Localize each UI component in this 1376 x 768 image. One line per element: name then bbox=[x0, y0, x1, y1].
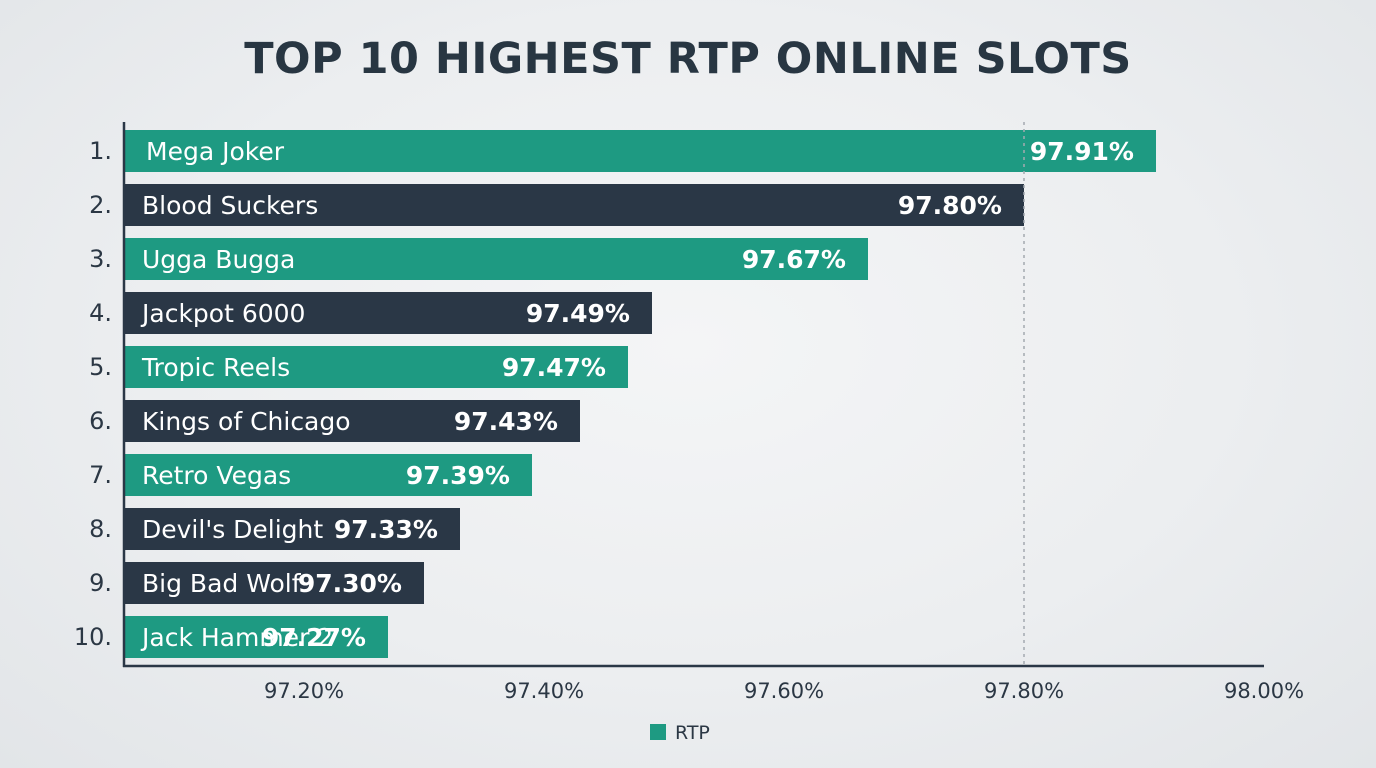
bar-category-label: Kings of Chicago bbox=[142, 407, 351, 436]
rank-label: 4. bbox=[89, 299, 112, 327]
bar-category-label: Mega Joker bbox=[146, 137, 285, 166]
bar-category-label: Big Bad Wolf bbox=[142, 569, 302, 598]
bar bbox=[125, 346, 628, 388]
bars-layer: 1. Mega Joker 97.91% 2. Blood Suckers 97.80% 3… bbox=[74, 130, 1156, 658]
x-tick-label: 97.80% bbox=[984, 679, 1064, 703]
legend-swatch bbox=[650, 724, 666, 740]
rank-label: 10. bbox=[74, 623, 112, 651]
bar bbox=[125, 130, 1156, 172]
bar bbox=[125, 184, 1024, 226]
rank-label: 7. bbox=[89, 461, 112, 489]
axis-layer: 97.20% 97.40% 97.60% 97.80% 98.00% bbox=[122, 122, 1304, 703]
bar-category-label: Tropic Reels bbox=[141, 353, 290, 382]
bar-value-label: 97.49% bbox=[526, 299, 630, 328]
bar-value-label: 97.33% bbox=[334, 515, 438, 544]
bar bbox=[125, 400, 580, 442]
bar-category-label: Ugga Bugga bbox=[142, 245, 295, 274]
bar-category-label: Jack Hammer 2 bbox=[140, 623, 333, 652]
rank-label: 2. bbox=[89, 191, 112, 219]
x-tick-label: 97.20% bbox=[264, 679, 344, 703]
bar bbox=[125, 616, 388, 658]
bar bbox=[125, 454, 532, 496]
bar-category-label: Blood Suckers bbox=[142, 191, 318, 220]
bar bbox=[125, 238, 868, 280]
bar-category-label: Devil's Delight bbox=[142, 515, 323, 544]
rank-label: 6. bbox=[89, 407, 112, 435]
bar bbox=[125, 292, 652, 334]
x-tick-label: 97.40% bbox=[504, 679, 584, 703]
bar-value-label: 97.30% bbox=[298, 569, 402, 598]
chart-title: TOP 10 HIGHEST RTP ONLINE SLOTS bbox=[244, 34, 1132, 84]
bar bbox=[125, 508, 460, 550]
rank-label: 5. bbox=[89, 353, 112, 381]
bar bbox=[125, 562, 424, 604]
legend-label: RTP bbox=[675, 722, 710, 744]
rank-label: 3. bbox=[89, 245, 112, 273]
bar-value-label: 97.27% bbox=[262, 623, 366, 652]
bar-category-label: Retro Vegas bbox=[142, 461, 291, 490]
bar-value-label: 97.39% bbox=[406, 461, 510, 490]
bar-value-label: 97.80% bbox=[898, 191, 1002, 220]
rank-label: 1. bbox=[89, 137, 112, 165]
x-tick-label: 98.00% bbox=[1224, 679, 1304, 703]
bar-value-label: 97.91% bbox=[1030, 137, 1134, 166]
legend: RTP bbox=[650, 722, 710, 744]
bar-value-label: 97.47% bbox=[502, 353, 606, 382]
bar-value-label: 97.67% bbox=[742, 245, 846, 274]
x-tick-label: 97.60% bbox=[744, 679, 824, 703]
rank-label: 9. bbox=[89, 569, 112, 597]
rank-label: 8. bbox=[89, 515, 112, 543]
bar-category-label: Jackpot 6000 bbox=[140, 299, 305, 328]
bar-value-label: 97.43% bbox=[454, 407, 558, 436]
